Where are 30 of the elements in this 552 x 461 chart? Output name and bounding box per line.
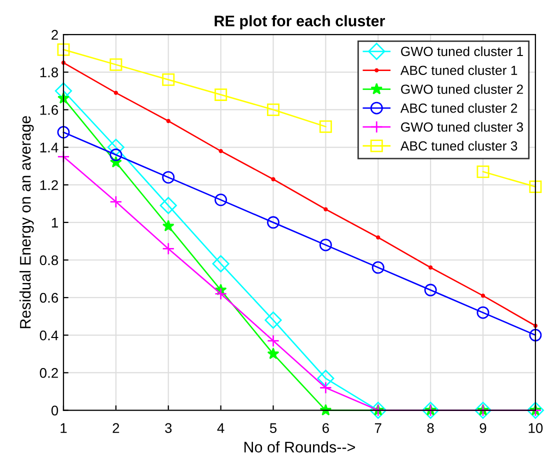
legend-label: ABC tuned cluster 3 [400, 140, 518, 151]
legend-label: ABC tuned cluster 2 [400, 103, 518, 113]
y-tick-label: 0.8 [40, 255, 58, 266]
x-tick-label: 6 [322, 423, 329, 433]
x-axis-title: No of Rounds--> [244, 441, 355, 453]
y-tick-label: 0 [51, 406, 58, 416]
y-tick-label: 0.2 [40, 368, 58, 378]
y-tick-label: 1 [52, 218, 58, 228]
x-tick-label: 2 [112, 423, 120, 433]
legend-label: GWO tuned cluster 2 [401, 84, 523, 94]
y-tick-label: 1.6 [40, 105, 58, 115]
legend-label: GWO tuned cluster 3 [401, 122, 523, 132]
y-tick-label: 0.4 [40, 330, 58, 340]
legend-label: GWO tuned cluster 1 [401, 46, 523, 56]
x-tick-label: 8 [427, 423, 434, 433]
y-axis-title: Residual Energy on an average [20, 116, 34, 328]
x-tick-label: 9 [480, 423, 486, 433]
x-tick-label: 5 [270, 423, 277, 433]
x-tick-label: 3 [165, 423, 172, 433]
y-tick-label: 1.2 [40, 180, 58, 190]
y-tick-label: 1.4 [40, 142, 58, 152]
x-tick-label: 10 [528, 423, 543, 433]
y-tick-label: 0.6 [40, 292, 58, 303]
x-tick-label: 1 [60, 423, 67, 433]
y-tick-label: 1.8 [40, 67, 58, 78]
y-tick-label: 2 [52, 30, 58, 40]
legend-label: ABC tuned cluster 1 [400, 65, 518, 76]
chart-title: RE plot for each cluster [214, 15, 385, 30]
x-tick-label: 4 [217, 423, 224, 433]
x-tick-label: 7 [374, 423, 382, 433]
